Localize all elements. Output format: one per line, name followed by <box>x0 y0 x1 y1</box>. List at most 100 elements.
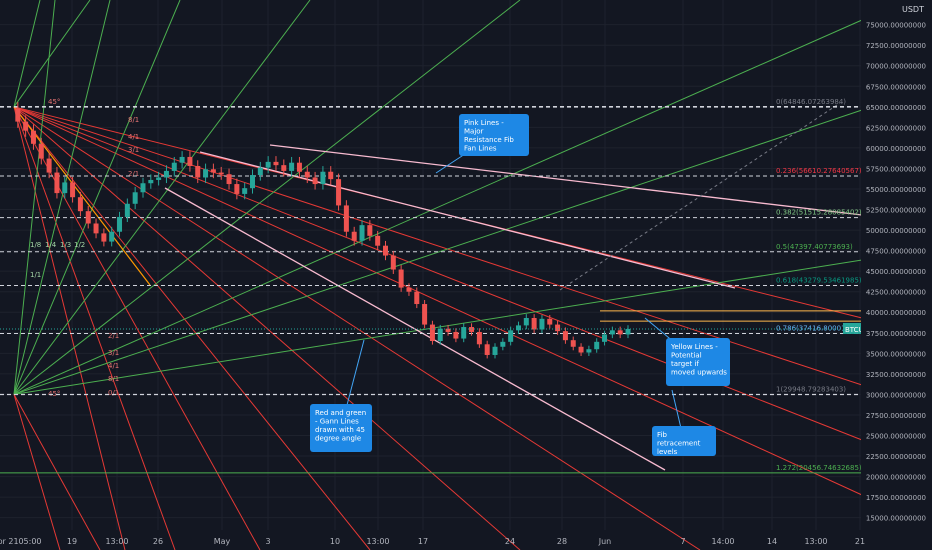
annotation-box <box>666 338 730 386</box>
candle-body <box>429 324 435 342</box>
fib-level-label: 0(64846.07263984) <box>776 98 846 106</box>
y-tick-label: 50000.00000000 <box>866 227 926 235</box>
candle-body <box>320 171 326 185</box>
candle-body <box>234 184 240 194</box>
y-tick-label: 25000.00000000 <box>866 433 926 441</box>
y-tick-label: 42500.00000000 <box>866 289 926 297</box>
y-tick-label: 55000.00000000 <box>866 186 926 194</box>
candle-body <box>109 231 115 242</box>
y-tick-label: 32500.00000000 <box>866 371 926 379</box>
candle-body <box>617 330 623 335</box>
candle-body <box>539 318 545 330</box>
candle-body <box>484 344 490 355</box>
candle-body <box>304 171 310 178</box>
gann-fan-lines: 8/1 4/1 3/1 2/1 1/8 1/4 1/3 1/2 1/1 2/1 3/1 4/1 8/1 0… <box>13 0 863 550</box>
price-axis: USDT 15000.00000000 17500.00000000 20000.0… <box>861 0 932 550</box>
candle-body <box>461 327 467 339</box>
candle-body <box>343 205 349 232</box>
x-tick-label: 17 <box>418 537 428 546</box>
candle-body <box>508 330 514 342</box>
x-tick-label: 26 <box>153 537 163 546</box>
fib-fan-line-pink <box>269 144 863 216</box>
annotation-text-line: Fib <box>657 431 667 439</box>
annotation-text-line: target if <box>671 360 699 368</box>
annotation-text-line: Pink Lines - <box>464 119 504 127</box>
x-tick-label: 14:00 <box>711 537 734 546</box>
y-tick-label: 17500.00000000 <box>866 494 926 502</box>
gann-label: 1/4 <box>45 241 57 249</box>
candle-body <box>594 341 600 350</box>
candle-body <box>117 216 123 232</box>
y-tick-label: 45000.00000000 <box>866 268 926 276</box>
annotation-text-line: degree angle <box>315 435 361 443</box>
gann-line-red <box>13 106 126 550</box>
candle-body <box>406 287 412 292</box>
candle-body <box>15 108 21 122</box>
fib-level-label: 0.382(51515.28085402) <box>776 209 862 217</box>
gann-line-green <box>13 0 181 395</box>
y-tick-label: 60000.00000000 <box>866 145 926 153</box>
candle-body <box>187 156 193 166</box>
gann-label: 8/1 <box>128 116 139 124</box>
candle-body <box>30 130 36 144</box>
x-tick-label: May <box>214 537 231 546</box>
candle-body <box>367 225 373 236</box>
annotation-text-line: levels <box>657 448 678 456</box>
price-series: BTCUSDT37967.9999999947:28 <box>0 102 932 359</box>
candle-body <box>523 318 529 326</box>
y-tick-label: 70000.00000000 <box>866 63 926 71</box>
annotations: Pink Lines -Major Resistance Fib Fan Lines… <box>310 114 730 456</box>
fib-level-label: 0.5(47397.40773693) <box>776 243 853 251</box>
candle-body <box>93 223 99 234</box>
candle-body <box>445 328 451 332</box>
fib-level-label: 0.618(43279.53461985) <box>776 277 862 285</box>
candle-body <box>281 165 287 171</box>
price-axis-background <box>861 0 932 550</box>
candle-body <box>101 233 107 242</box>
y-tick-label: 15000.00000000 <box>866 515 926 523</box>
candle-body <box>578 346 584 353</box>
annotation-text-line: Red and green <box>315 409 366 417</box>
gann-line-red <box>13 394 101 550</box>
y-tick-label: 22500.00000000 <box>866 453 926 461</box>
candle-body <box>70 182 76 198</box>
candle-body <box>570 340 576 347</box>
annotation-text-line: Fan Lines <box>464 145 497 153</box>
gann-line-green <box>13 0 91 108</box>
y-tick-label: 57500.00000000 <box>866 165 926 173</box>
x-tick-label: 05:00 <box>18 537 41 546</box>
annotation-text-line: Yellow Lines - <box>670 343 718 351</box>
trend-line <box>559 102 841 291</box>
candle-body <box>273 161 279 166</box>
x-tick-label: pr 21 <box>0 537 19 546</box>
candle-body <box>210 169 216 173</box>
candle-body <box>140 183 146 193</box>
y-tick-label: 52500.00000000 <box>866 207 926 215</box>
candle-body <box>46 158 52 173</box>
gann-line-red <box>13 394 61 550</box>
gann-line-green <box>13 0 521 395</box>
x-tick-label: 24 <box>505 537 515 546</box>
candle-body <box>375 235 381 246</box>
annotation-text-line: Potential <box>671 352 702 360</box>
annotation-text-line: Major <box>464 128 484 136</box>
candle-body <box>250 175 256 189</box>
x-tick-label: 13:00 <box>366 537 389 546</box>
gann-label: 3/1 <box>128 146 139 154</box>
x-tick-label: Jun <box>598 537 612 546</box>
candle-body <box>562 331 568 341</box>
y-tick-label: 67500.00000000 <box>866 83 926 91</box>
y-tick-label: 30000.00000000 <box>866 391 926 399</box>
candle-body <box>77 197 83 212</box>
candle-body <box>163 170 169 178</box>
x-tick-label: 10 <box>330 537 340 546</box>
fib-fan-line-pink <box>199 151 736 289</box>
gann-label: 8/1 <box>108 375 119 383</box>
candle-body <box>359 225 365 241</box>
annotation-text: Red and green - Gann Lines drawn with 45 de… <box>315 409 366 443</box>
candle-body <box>54 172 60 194</box>
candle-body <box>38 143 44 159</box>
gann-line-green <box>13 19 863 395</box>
